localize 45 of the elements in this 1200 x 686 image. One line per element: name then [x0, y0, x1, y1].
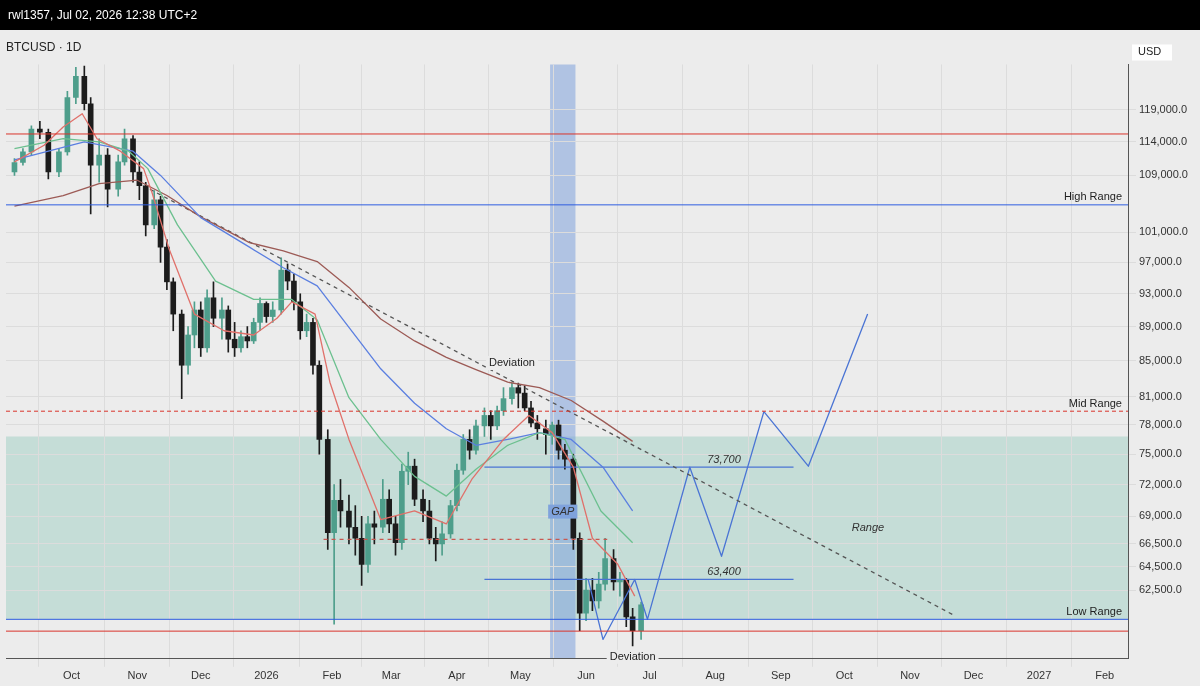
x-tick-label: 2027 [1026, 669, 1052, 682]
x-tick-label: Sep [771, 669, 791, 682]
x-tick-label: Mar [381, 669, 402, 682]
chart-title: BTCUSD · 1D [6, 39, 82, 54]
y-tick-label: 85,000.0 [1139, 353, 1182, 366]
x-tick-label: Apr [448, 669, 466, 682]
band-label: GAP [551, 504, 576, 517]
series-label: 73,700 [707, 452, 742, 465]
x-tick-label: Dec [190, 669, 212, 682]
y-axis-title: USD [1138, 45, 1162, 58]
y-tick-label: 75,000.0 [1139, 447, 1182, 460]
x-tick-label: Oct [63, 669, 81, 682]
x-tick-label: Oct [835, 669, 853, 682]
x-tick-label: 2026 [254, 669, 279, 682]
y-tick-label: 62,500.0 [1139, 583, 1182, 596]
y-tick-label: 72,000.0 [1139, 477, 1182, 490]
text: rwl1357, Jul 02, 2026 12:38 UTC+2 [8, 8, 198, 22]
x-tick-label: Feb [322, 669, 342, 682]
annotation: Deviation [609, 649, 656, 662]
y-tick-label: 114,000.0 [1139, 135, 1188, 148]
x-tick-label: Feb [1095, 669, 1115, 682]
y-tick-label: 109,000.0 [1139, 168, 1188, 181]
x-tick-label: Jul [642, 669, 657, 682]
ref-line-label: High Range [1063, 190, 1122, 203]
x-tick-label: Jun [577, 669, 595, 682]
y-tick-label: 66,500.0 [1139, 536, 1182, 549]
x-tick-label: Aug [705, 669, 725, 682]
series-label: 63,400 [707, 565, 742, 578]
y-tick-label: 69,000.0 [1139, 509, 1182, 522]
y-tick-label: 64,500.0 [1139, 559, 1182, 572]
x-tick-label: Nov [127, 669, 148, 682]
band-label: Range [851, 520, 885, 533]
ref-line-label: Mid Range [1068, 396, 1122, 409]
ref-line-label: Low Range [1066, 604, 1122, 617]
annotation: Deviation [489, 356, 535, 369]
y-tick-label: 78,000.0 [1139, 417, 1182, 430]
y-tick-label: 101,000.0 [1139, 225, 1188, 238]
y-tick-label: 93,000.0 [1139, 286, 1182, 299]
y-tick-label: 97,000.0 [1139, 255, 1182, 268]
y-tick-label: 81,000.0 [1139, 389, 1182, 402]
x-tick-label: Dec [963, 669, 984, 682]
y-tick-label: 119,000.0 [1139, 103, 1188, 115]
x-tick-label: Nov [900, 669, 921, 682]
x-tick-label: May [510, 669, 532, 682]
y-tick-label: 89,000.0 [1139, 319, 1182, 332]
